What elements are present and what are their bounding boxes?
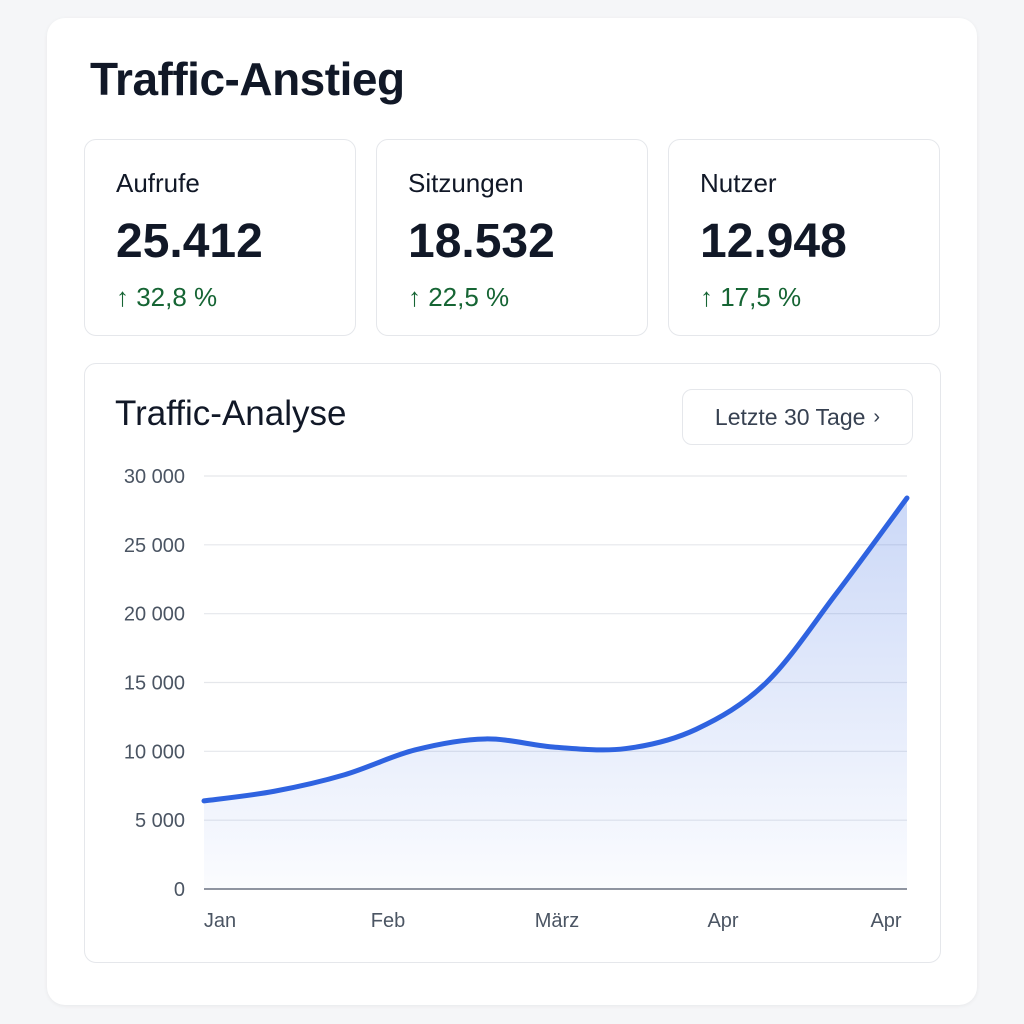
kpi-label: Sitzungen xyxy=(408,168,524,198)
kpi-card-aufrufe: Aufrufe 25.412 ↑ 32,8 % xyxy=(84,139,356,336)
x-tick-label: Apr xyxy=(870,910,901,932)
y-tick-label: 5 000 xyxy=(135,810,185,832)
series-line xyxy=(201,495,910,804)
kpi-change: ↑ 17,5 % xyxy=(700,282,802,312)
kpi-change: ↑ 32,8 % xyxy=(116,282,218,312)
kpi-label: Aufrufe xyxy=(116,168,200,198)
y-tick-label: 15 000 xyxy=(124,673,185,695)
y-tick-label: 25 000 xyxy=(124,535,185,557)
page-title: Traffic-Anstieg xyxy=(90,53,405,105)
x-tick-label: März xyxy=(535,910,579,932)
y-tick-label: 0 xyxy=(174,879,185,901)
kpi-card-sitzungen: Sitzungen 18.532 ↑ 22,5 % xyxy=(376,139,648,336)
kpi-value: 18.532 xyxy=(408,215,555,268)
x-tick-label: Apr xyxy=(707,910,738,932)
kpi-value: 25.412 xyxy=(116,215,263,268)
kpi-card-nutzer: Nutzer 12.948 ↑ 17,5 % xyxy=(668,139,940,336)
area-fill xyxy=(204,498,907,889)
chart-title: Traffic-Analyse xyxy=(115,394,347,433)
y-tick-label: 20 000 xyxy=(124,604,185,626)
y-tick-label: 30 000 xyxy=(124,466,185,488)
kpi-value: 12.948 xyxy=(700,215,847,268)
kpi-label: Nutzer xyxy=(700,168,777,198)
kpi-change: ↑ 22,5 % xyxy=(408,282,510,312)
chevron-right-icon: › xyxy=(873,405,881,428)
date-range-button[interactable]: Letzte 30 Tage › xyxy=(682,389,913,445)
x-tick-label: Feb xyxy=(371,910,405,932)
date-range-label: Letzte 30 Tage xyxy=(714,403,866,430)
y-tick-label: 10 000 xyxy=(124,741,185,763)
x-tick-label: Jan xyxy=(204,910,236,932)
